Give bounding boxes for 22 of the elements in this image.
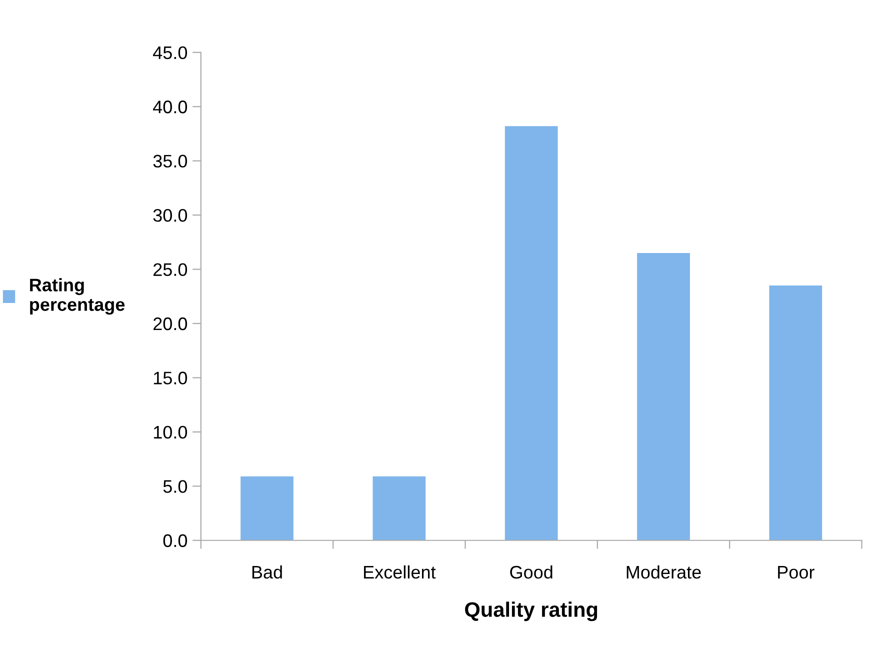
y-tick-label: 30.0 <box>153 208 188 222</box>
bar <box>240 476 294 540</box>
bar <box>637 253 690 540</box>
y-tick-label: 25.0 <box>154 263 188 276</box>
y-tick-label: 40.0 <box>153 100 188 114</box>
y-tick-label: 5.0 <box>163 480 188 493</box>
y-tick-label: 45.0 <box>153 46 188 60</box>
y-tick-label: 0.0 <box>163 534 188 548</box>
bar <box>372 476 426 540</box>
x-tick-label: Bad <box>252 565 282 579</box>
y-tick-label: 10.0 <box>154 426 188 439</box>
bar <box>769 286 822 540</box>
bar <box>504 126 558 540</box>
x-tick-label: Good <box>510 565 552 579</box>
y-tick-label: 35.0 <box>153 154 188 168</box>
x-tick-label: Poor <box>778 566 814 579</box>
x-tick-label: Moderate <box>626 565 701 579</box>
y-tick-label: 20.0 <box>154 317 188 330</box>
y-tick-label: 15.0 <box>154 372 188 384</box>
x-tick-label: Excellent <box>364 565 436 579</box>
x-axis-title: Quality rating <box>465 602 598 622</box>
legend-label: Rating percentage <box>30 278 125 315</box>
